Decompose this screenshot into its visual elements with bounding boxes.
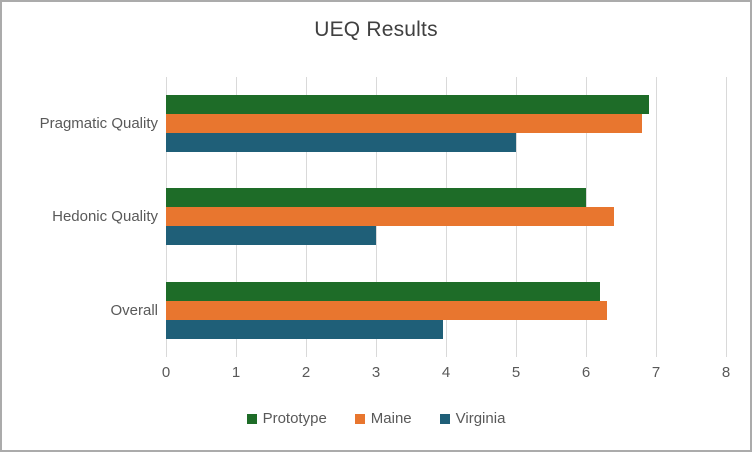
legend-item-maine: Maine: [354, 410, 412, 427]
category-label: Hedonic Quality: [52, 208, 158, 226]
legend-swatch-icon: [246, 413, 257, 424]
bar-group-hedonic-quality: [166, 170, 726, 263]
bar-maine-pragmatic-quality: [166, 114, 642, 134]
legend-item-prototype: Prototype: [246, 410, 327, 427]
value-axis: 0 1 2 3 4 5 6 7 8: [162, 364, 730, 384]
x-tick-label: 7: [651, 364, 661, 381]
gridline: [656, 77, 657, 357]
bar-group-overall: [166, 264, 726, 357]
bar-maine-hedonic-quality: [166, 207, 614, 227]
legend-label: Prototype: [262, 410, 327, 427]
legend-item-virginia: Virginia: [439, 410, 506, 427]
legend-label: Maine: [370, 410, 412, 427]
x-tick-label: 8: [721, 364, 731, 381]
x-tick-label: 5: [511, 364, 521, 381]
bar-virginia-hedonic-quality: [166, 226, 376, 246]
category-label: Overall: [110, 301, 158, 319]
x-tick-label: 1: [231, 364, 241, 381]
legend-swatch-icon: [354, 413, 365, 424]
legend: Prototype Maine Virginia: [2, 410, 750, 427]
x-tick-label: 0: [161, 364, 171, 381]
category-label: Pragmatic Quality: [39, 115, 158, 133]
bar-virginia-pragmatic-quality: [166, 133, 516, 153]
bar-prototype-overall: [166, 281, 600, 301]
legend-label: Virginia: [455, 410, 506, 427]
bar-maine-overall: [166, 300, 607, 320]
legend-swatch-icon: [439, 413, 450, 424]
x-tick-label: 4: [441, 364, 451, 381]
bar-prototype-hedonic-quality: [166, 188, 586, 208]
bar-virginia-overall: [166, 319, 443, 339]
bar-prototype-pragmatic-quality: [166, 95, 649, 115]
x-tick-label: 6: [581, 364, 591, 381]
x-tick-label: 3: [371, 364, 381, 381]
x-tick-label: 2: [301, 364, 311, 381]
category-axis: Pragmatic Quality Hedonic Quality Overall: [10, 77, 158, 357]
plot-area: [166, 77, 727, 357]
chart-title: UEQ Results: [314, 18, 438, 41]
bar-group-pragmatic-quality: [166, 77, 726, 170]
gridline: [726, 77, 727, 357]
